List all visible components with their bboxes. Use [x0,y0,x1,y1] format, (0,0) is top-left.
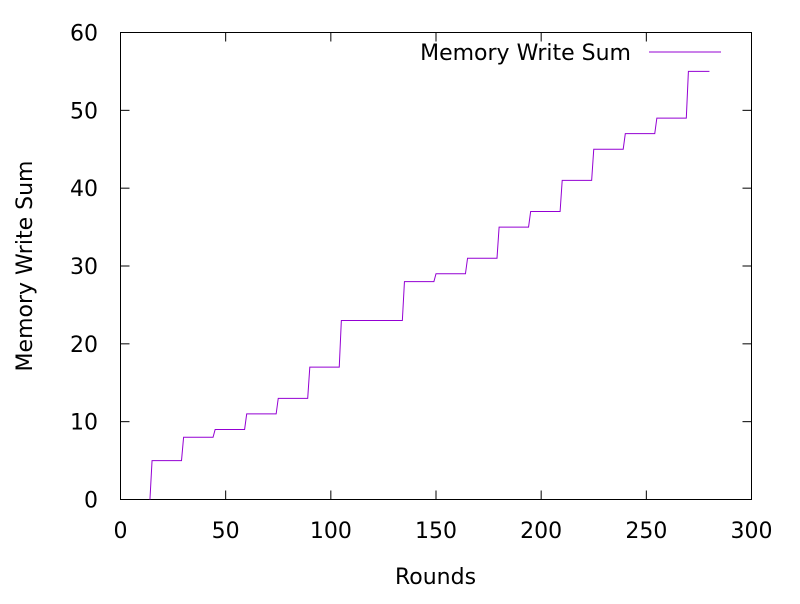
y-axis: 0 10 20 30 40 50 60 [70,22,752,514]
legend-label: Memory Write Sum [420,41,631,66]
series-layer [149,70,710,500]
y-tick-label: 10 [70,411,98,436]
legend: Memory Write Sum [420,41,721,66]
x-axis: 0 50 100 150 200 250 300 [114,32,773,544]
series-line [149,70,710,500]
y-tick-label: 60 [70,22,98,47]
y-tick-label: 20 [70,333,98,358]
y-axis-label: Memory Write Sum [13,161,38,372]
x-tick-label: 0 [114,519,128,544]
x-tick-label: 200 [520,519,562,544]
x-axis-label: Rounds [395,565,476,590]
y-tick-label: 50 [70,99,98,124]
y-tick-label: 0 [84,489,98,514]
x-tick-label: 300 [731,519,773,544]
x-tick-label: 100 [310,519,352,544]
x-tick-label: 250 [625,519,667,544]
x-tick-label: 150 [415,519,457,544]
y-tick-label: 40 [70,177,98,202]
x-tick-label: 50 [212,519,240,544]
y-tick-label: 30 [70,255,98,280]
